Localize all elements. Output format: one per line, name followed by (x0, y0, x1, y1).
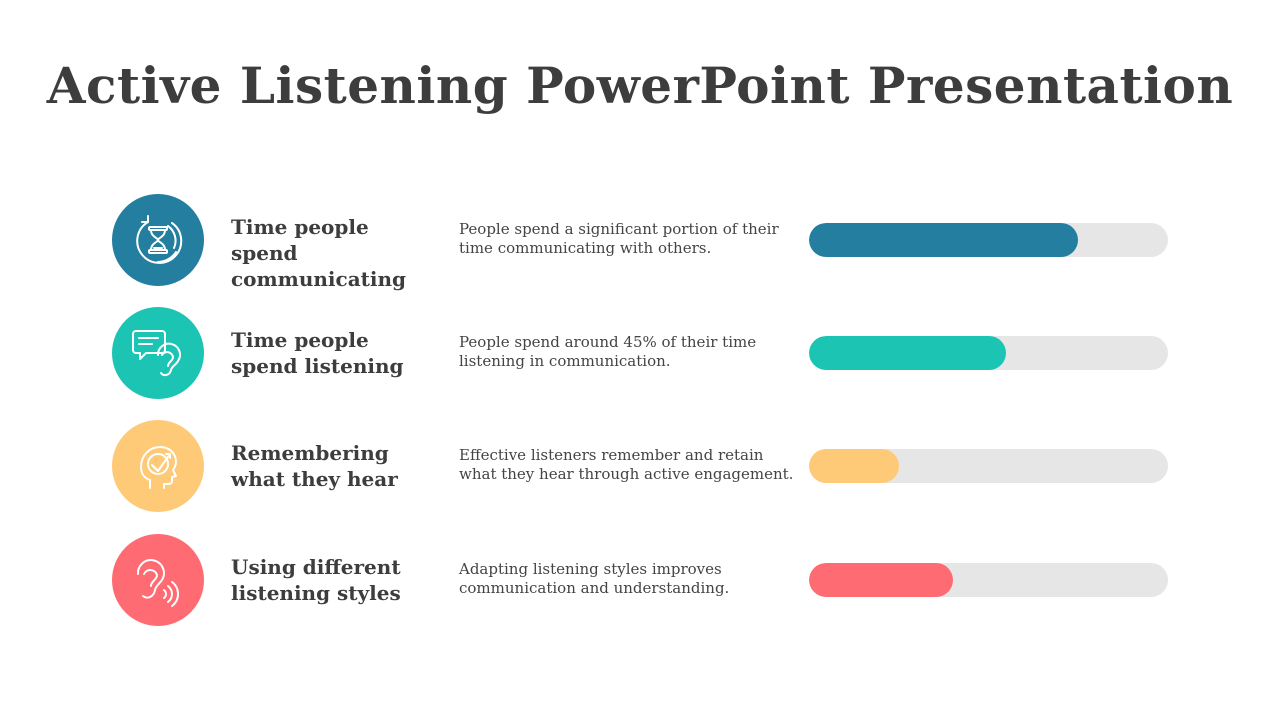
progress-bar (809, 449, 1168, 483)
ear-sound-icon (136, 559, 179, 607)
item-description: Adapting listening styles improves commu… (459, 560, 730, 597)
chat-ear-icon (132, 330, 181, 377)
progress-bar (809, 336, 1168, 370)
icon-circle (112, 307, 204, 399)
progress-fill (809, 449, 899, 483)
item-heading: Time people spend communicating (231, 215, 407, 291)
progress-bar (809, 223, 1168, 257)
item-heading: Remembering what they hear (231, 441, 398, 491)
item-description: People spend a significant portion of th… (459, 220, 779, 257)
icon-circle (112, 534, 204, 626)
hourglass-cycle-icon (136, 215, 183, 264)
icon-circle (112, 194, 204, 286)
progress-bar (809, 563, 1168, 597)
progress-fill (809, 223, 1079, 257)
item-description: People spend around 45% of their time li… (459, 333, 757, 370)
list-item: Time people spend listening People spend… (0, 307, 1280, 399)
list-item: Using different listening styles Adaptin… (0, 534, 1280, 626)
progress-fill (809, 563, 953, 597)
item-heading: Time people spend listening (231, 328, 404, 378)
list-item: Remembering what they hear Effective lis… (0, 420, 1280, 512)
head-check-icon (140, 446, 177, 489)
item-heading: Using different listening styles (231, 555, 401, 605)
page-title: Active Listening PowerPoint Presentation (46, 56, 1234, 115)
list-item: Time people spend communicating People s… (0, 194, 1280, 291)
icon-circle (112, 420, 204, 512)
progress-fill (809, 336, 1007, 370)
item-description: Effective listeners remember and retain … (459, 446, 794, 483)
